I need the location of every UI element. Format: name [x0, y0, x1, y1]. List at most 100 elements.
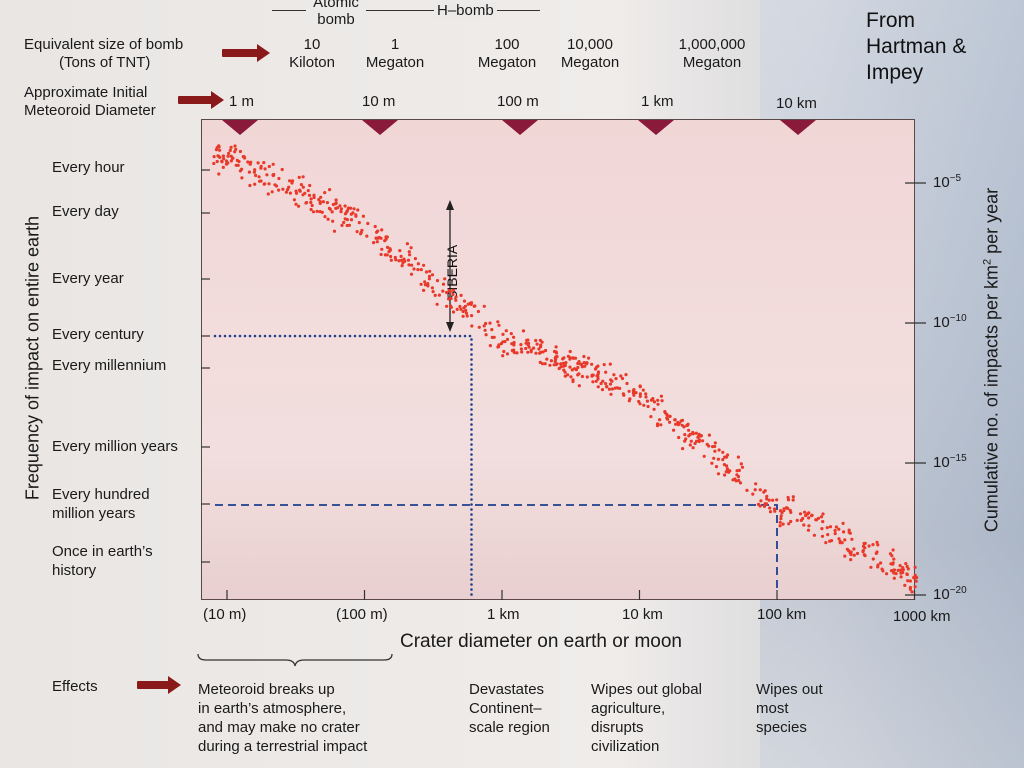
data-point — [559, 362, 563, 366]
data-point — [527, 345, 531, 349]
data-point — [697, 439, 701, 444]
diameter-marker-icon — [502, 120, 538, 135]
data-point — [247, 170, 251, 174]
data-point — [821, 520, 825, 524]
data-point — [739, 462, 743, 466]
data-point — [843, 554, 847, 558]
data-point — [427, 277, 431, 281]
data-point — [564, 361, 568, 365]
data-point — [221, 154, 225, 158]
data-point — [462, 299, 467, 303]
data-point — [433, 293, 437, 297]
right-tick-base: 10 — [933, 454, 950, 471]
data-point — [646, 404, 650, 409]
data-point — [899, 575, 903, 579]
data-point — [585, 361, 589, 365]
data-point — [277, 176, 281, 181]
data-point — [501, 354, 505, 358]
data-point — [469, 301, 474, 305]
data-point — [871, 557, 875, 561]
data-point — [845, 547, 850, 551]
data-point — [714, 465, 719, 469]
data-point — [274, 184, 279, 188]
data-point — [366, 221, 370, 226]
data-point — [875, 540, 879, 544]
data-point — [496, 320, 500, 324]
data-point — [294, 202, 298, 206]
data-point — [733, 477, 737, 481]
data-point — [218, 155, 222, 159]
data-point — [548, 363, 552, 367]
data-point — [762, 504, 767, 508]
data-point — [658, 418, 662, 422]
data-point — [409, 246, 413, 250]
data-point — [235, 158, 239, 162]
data-point — [259, 179, 263, 183]
data-point — [673, 418, 677, 422]
data-point — [604, 382, 608, 386]
effect-line: species — [756, 719, 807, 736]
data-point — [426, 282, 430, 286]
data-point — [828, 525, 833, 529]
data-point — [504, 329, 508, 333]
data-point — [233, 144, 237, 148]
large-impact-reference-line — [215, 504, 778, 590]
data-point — [345, 210, 349, 214]
data-point — [737, 478, 741, 483]
data-point — [824, 541, 828, 545]
data-point — [795, 518, 799, 523]
data-point — [650, 398, 655, 402]
data-point — [849, 550, 853, 554]
meteoroid-row-label: Approximate Initial Meteoroid Diameter — [24, 84, 156, 120]
data-point — [224, 162, 229, 166]
data-point — [914, 579, 918, 583]
data-point — [435, 279, 440, 283]
data-point — [871, 543, 875, 547]
data-point — [736, 455, 741, 459]
data-point — [334, 201, 338, 205]
data-point — [826, 533, 830, 537]
data-point — [236, 163, 240, 167]
data-point — [898, 568, 903, 572]
data-point — [521, 329, 526, 333]
data-point — [688, 432, 692, 436]
data-point — [638, 384, 642, 388]
data-point — [310, 203, 314, 208]
data-point — [372, 241, 376, 245]
data-point — [339, 207, 343, 211]
attribution-line: Hartman & — [866, 35, 967, 58]
data-point — [449, 296, 453, 301]
atomic-label-line: Atomic — [313, 0, 359, 11]
data-point — [913, 573, 917, 577]
data-point — [821, 512, 825, 516]
data-point — [786, 495, 790, 500]
data-point — [301, 175, 305, 179]
data-point — [323, 215, 327, 219]
data-point — [906, 579, 910, 583]
data-point — [771, 498, 775, 502]
data-point — [222, 157, 226, 161]
data-point — [484, 333, 488, 337]
data-point — [852, 547, 856, 551]
data-point — [806, 528, 811, 532]
data-point — [787, 522, 791, 526]
data-point — [672, 428, 676, 432]
data-point — [482, 304, 486, 308]
data-point — [652, 407, 656, 411]
data-point — [602, 363, 606, 367]
data-point — [554, 345, 558, 349]
data-point — [454, 295, 458, 299]
data-point — [660, 399, 664, 403]
meteoroid-row-arrow-icon — [178, 91, 224, 109]
data-point — [519, 347, 524, 351]
data-point — [535, 342, 539, 346]
data-point — [841, 521, 845, 526]
data-point — [768, 510, 773, 514]
data-point — [767, 498, 771, 502]
data-point — [292, 198, 296, 202]
data-point — [286, 188, 290, 192]
data-point — [287, 185, 291, 189]
data-point — [693, 441, 697, 446]
data-point — [634, 391, 638, 395]
effect-item: Wipes out global agriculture, disrupts c… — [591, 680, 702, 756]
